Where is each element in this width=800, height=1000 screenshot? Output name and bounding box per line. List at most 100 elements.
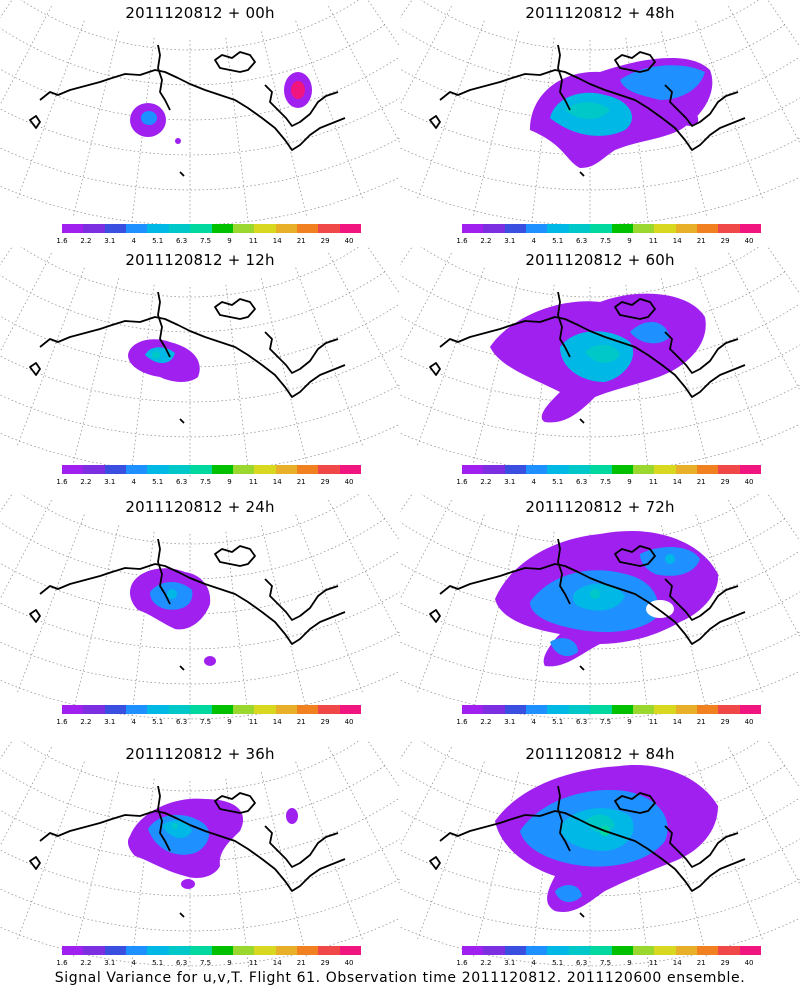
colorbar-swatch	[568, 705, 591, 714]
colorbar-swatch	[254, 465, 276, 474]
colorbar-tick-label: 4	[531, 959, 536, 967]
colorbar-swatch	[590, 946, 612, 955]
colorbar-swatch	[147, 224, 169, 233]
colorbar-swatch	[211, 946, 233, 955]
colorbar-tick-label: 14	[672, 718, 682, 726]
colorbar-swatch	[339, 224, 362, 233]
colorbar	[62, 705, 362, 714]
variance-field	[530, 57, 713, 169]
colorbar-tick-label: 4	[531, 718, 536, 726]
colorbar-tick-label: 11	[248, 959, 258, 967]
colorbar-tick-label: 1.6	[456, 718, 468, 726]
colorbar-tick-label: 40	[344, 237, 354, 245]
colorbar-swatch	[339, 465, 362, 474]
colorbar-tick-label: 5.1	[552, 478, 564, 486]
colorbar-swatch	[654, 946, 676, 955]
colorbar-swatch	[675, 224, 697, 233]
colorbar-swatch	[190, 705, 212, 714]
colorbar-swatch	[232, 705, 255, 714]
colorbar-tick-label: 29	[720, 237, 730, 245]
colorbar-tick-label: 11	[248, 718, 258, 726]
colorbar-swatch	[254, 946, 276, 955]
colorbar-swatch	[739, 705, 762, 714]
colorbar-tick-label: 21	[696, 478, 706, 486]
colorbar-tick-label: 7.5	[199, 478, 212, 486]
map-panel-24h: 2011120812 + 24h 1.6 2.2 3.1 4 5.1 6.3 7.5 9 11 1…	[0, 494, 400, 741]
variance-map	[0, 741, 400, 971]
colorbar-swatch	[104, 224, 127, 233]
colorbar-swatch	[62, 946, 84, 955]
colorbar-tick-label: 9	[227, 478, 232, 486]
colorbar-swatch	[462, 705, 484, 714]
colorbar-swatch	[168, 465, 191, 474]
colorbar-tick-label: 2.2	[480, 478, 492, 486]
panel-title: 2011120812 + 48h	[525, 4, 675, 22]
colorbar-tick-label: 3.1	[504, 478, 516, 486]
colorbar-swatch	[275, 224, 297, 233]
variance-field	[495, 530, 719, 667]
colorbar-tick-label: 21	[696, 718, 706, 726]
colorbar-tick-label: 2.2	[80, 959, 92, 967]
map-panel-60h: 2011120812 + 60h 1.6 2.2 3.1 4 5.1 6.3 7.5 9 11 1…	[400, 247, 800, 494]
colorbar-swatch	[104, 465, 127, 474]
colorbar-tick-label: 3.1	[504, 237, 516, 245]
colorbar-swatch	[611, 705, 633, 714]
variance-field	[495, 765, 718, 912]
colorbar-swatch	[318, 465, 340, 474]
colorbar-tick-label: 1.6	[456, 959, 468, 967]
colorbar-swatch	[526, 224, 548, 233]
colorbar-swatch	[718, 946, 740, 955]
variance-map	[0, 247, 400, 477]
colorbar-swatch	[632, 705, 655, 714]
colorbar-tick-label: 21	[296, 478, 306, 486]
variance-field	[127, 798, 298, 889]
colorbar-tick-label: 11	[648, 478, 658, 486]
coastline	[29, 291, 346, 424]
panel-title: 2011120812 + 72h	[525, 498, 675, 516]
colorbar-swatch	[718, 705, 740, 714]
coastline	[29, 785, 346, 918]
colorbar-swatch	[504, 224, 527, 233]
map-panel-00h: 2011120812 + 00h 1.6 2.2 3.1 4 5.1 6.3 7.5 9 11 1…	[0, 0, 400, 247]
colorbar-tick-label: 40	[744, 478, 754, 486]
colorbar-tick-label: 6.3	[176, 237, 188, 245]
colorbar-swatch	[339, 705, 362, 714]
colorbar-swatch	[483, 224, 505, 233]
colorbar-tick-label: 21	[296, 959, 306, 967]
colorbar-swatch	[632, 465, 655, 474]
colorbar-tick-label: 6.3	[576, 959, 588, 967]
colorbar-tick-label: 9	[627, 478, 632, 486]
colorbar-tick-label: 4	[131, 959, 136, 967]
colorbar-tick-label: 9	[627, 237, 632, 245]
colorbar-tick-label: 29	[320, 478, 330, 486]
colorbar-swatch	[211, 224, 233, 233]
colorbar-swatch	[611, 224, 633, 233]
colorbar-swatch	[696, 224, 719, 233]
coastline	[429, 538, 746, 671]
variance-map	[400, 247, 800, 477]
map-panel-12h: 2011120812 + 12h 1.6 2.2 3.1 4 5.1 6.3 7.5 9 11 1…	[0, 247, 400, 494]
colorbar-tick-label: 21	[296, 718, 306, 726]
panel-title: 2011120812 + 36h	[125, 745, 275, 763]
colorbar-tick-label: 11	[248, 237, 258, 245]
colorbar-tick-label: 14	[272, 718, 282, 726]
colorbar-tick-label: 14	[272, 478, 282, 486]
colorbar-swatch	[296, 946, 319, 955]
colorbar-swatch	[190, 946, 212, 955]
colorbar-tick-label: 1.6	[56, 237, 68, 245]
colorbar-swatch	[654, 705, 676, 714]
colorbar-tick-label: 5.1	[152, 718, 164, 726]
colorbar-swatch	[318, 705, 340, 714]
colorbar-tick-label: 29	[320, 959, 330, 967]
colorbar-tick-label: 4	[131, 718, 136, 726]
colorbar	[462, 465, 762, 474]
colorbar-tick-label: 1.6	[456, 237, 468, 245]
colorbar-swatch	[275, 465, 297, 474]
colorbar-swatch	[232, 946, 255, 955]
colorbar-swatch	[62, 465, 84, 474]
colorbar-swatch	[339, 946, 362, 955]
colorbar-swatch	[296, 465, 319, 474]
colorbar	[62, 224, 362, 233]
colorbar-swatch	[739, 224, 762, 233]
colorbar-swatch	[568, 224, 591, 233]
